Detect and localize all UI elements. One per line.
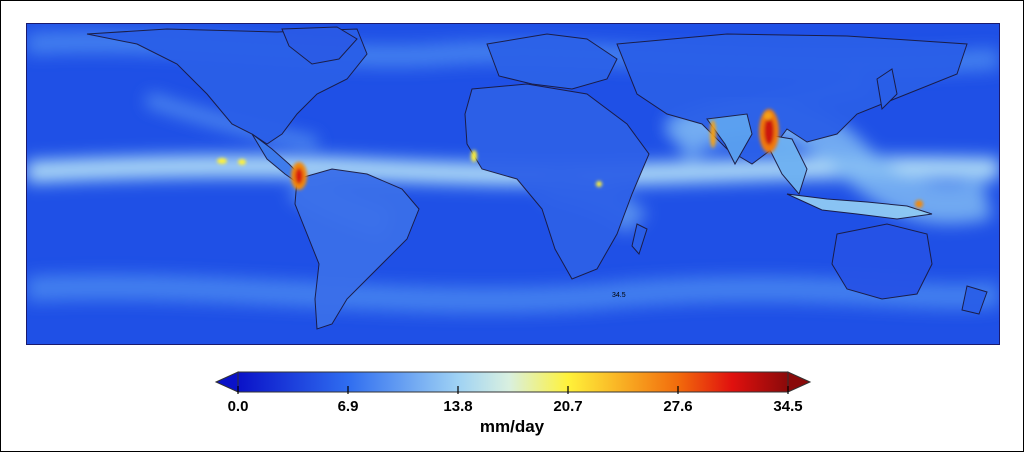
- colorbar-tick-label: 0.0: [227, 398, 249, 415]
- colorbar-tick-label: 27.6: [663, 398, 693, 415]
- colorbar-gradient: [237, 371, 789, 393]
- new-zealand: [961, 285, 988, 315]
- madagascar: [631, 223, 648, 255]
- precipitation-map: 34.5: [26, 23, 1000, 345]
- colorbar: [0, 370, 1024, 452]
- colorbar-tick-label: 6.9: [337, 398, 359, 415]
- colorbar-ticks: [237, 386, 789, 394]
- colorbar-tick-label: 34.5: [773, 398, 803, 415]
- colorbar-units-label: mm/day: [479, 417, 545, 436]
- asia: [616, 33, 968, 165]
- land-masses: [86, 26, 988, 330]
- heavy-rain-spots: [217, 109, 923, 208]
- australia: [831, 223, 933, 300]
- colorbar-over-arrow: [787, 371, 812, 393]
- india: [706, 113, 753, 166]
- colorbar-tick-label: 13.8: [443, 398, 473, 415]
- colorbar-tick-label: 20.7: [553, 398, 583, 415]
- europe: [486, 33, 618, 90]
- japan: [876, 68, 898, 111]
- greenland: [281, 26, 358, 65]
- colorbar-under-arrow: [214, 371, 239, 393]
- indonesia: [786, 193, 933, 220]
- map-annotation: 34.5: [612, 292, 626, 299]
- south-america: [294, 168, 420, 330]
